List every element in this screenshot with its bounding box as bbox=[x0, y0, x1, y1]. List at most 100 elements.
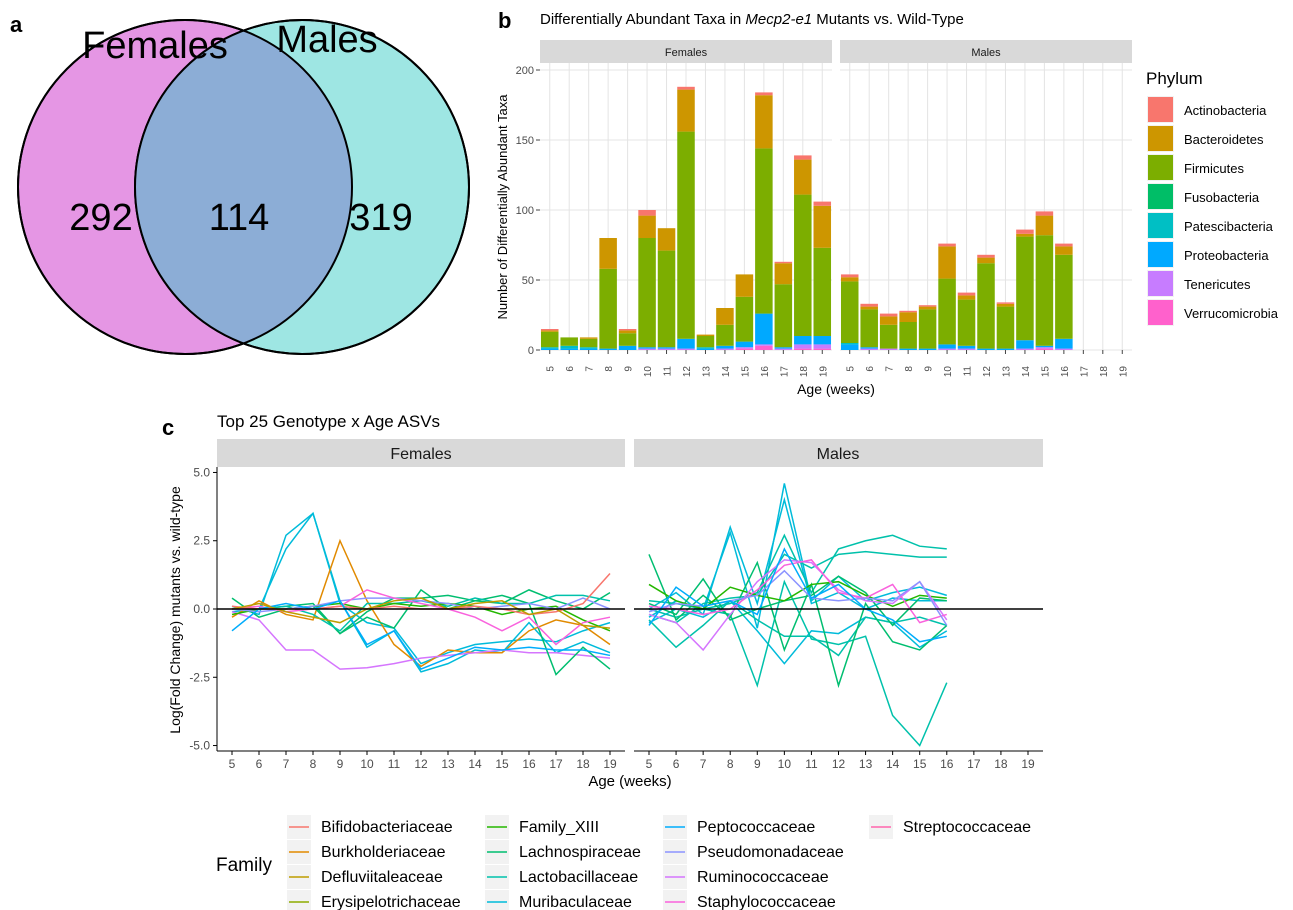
panel-b: b Differentially Abundant Taxa in Mecp2-… bbox=[495, 8, 1279, 397]
bar-segment-actinobacteria bbox=[618, 329, 637, 331]
x-tick-label: 19 bbox=[603, 757, 617, 771]
legend-label-erysipelotrichaceae: Erysipelotrichaceae bbox=[321, 894, 461, 910]
x-tick-label: 9 bbox=[624, 366, 635, 372]
bar-segment-firmicutes bbox=[813, 247, 832, 336]
x-tick-label: 12 bbox=[982, 366, 993, 378]
bar-segment-proteobacteria bbox=[840, 344, 859, 350]
bar-segment-tenericutes bbox=[755, 344, 773, 346]
venn-females-label: Females bbox=[82, 25, 228, 67]
bar-segment-proteobacteria bbox=[1055, 338, 1073, 349]
bar-segment-actinobacteria bbox=[774, 261, 793, 264]
bar-segment-tenericutes bbox=[957, 348, 976, 350]
x-tick-label: 13 bbox=[859, 757, 873, 771]
bar-segment-firmicutes bbox=[938, 278, 956, 345]
bar-segment-tenericutes bbox=[716, 348, 734, 350]
facet-strip-females-b bbox=[540, 40, 832, 63]
legend-label-tenericutes: Tenericutes bbox=[1184, 277, 1251, 292]
bar-segment-firmicutes bbox=[977, 263, 995, 349]
bar-segment-firmicutes bbox=[957, 299, 976, 346]
panel-c-plot-area: 5 6 7 8 9 10 11 12 13 14 15 16 17 18 19 -5.0 -2.5 0.0 2.5 5… bbox=[189, 465, 1043, 771]
legend-swatch-verrucomicrobia bbox=[1148, 300, 1173, 325]
series-line-pseudomonadaceae bbox=[648, 569, 948, 626]
bar-segment-actinobacteria bbox=[879, 313, 898, 317]
x-tick-label: 16 bbox=[522, 757, 536, 771]
legend-swatch-firmicutes bbox=[1148, 155, 1173, 180]
bar-segment-proteobacteria bbox=[696, 348, 715, 350]
bar-segment-bacteroidetes bbox=[696, 334, 715, 336]
bar-segment-proteobacteria bbox=[794, 336, 812, 345]
venn-overlap-count: 114 bbox=[209, 197, 270, 239]
y-tick-label: -2.5 bbox=[189, 670, 210, 684]
facet-label-males-b: Males bbox=[971, 47, 1001, 59]
panel-a: a Females Males 292 114 319 bbox=[10, 12, 470, 355]
x-tick-label: 12 bbox=[414, 757, 428, 771]
bar-segment-proteobacteria bbox=[1016, 340, 1034, 349]
legend-label-peptococcaceae: Peptococcaceae bbox=[697, 819, 815, 836]
bar-segment-patescibacteria bbox=[696, 347, 715, 349]
bar-segment-actinobacteria bbox=[638, 210, 656, 216]
bar-segment-firmicutes bbox=[1035, 235, 1054, 346]
x-tick-label: 16 bbox=[1060, 366, 1071, 378]
bar-segment-patescibacteria bbox=[540, 347, 559, 349]
x-tick-label: 16 bbox=[940, 757, 954, 771]
legend-label-verrucomicrobia: Verrucomicrobia bbox=[1184, 306, 1279, 321]
bar-segment-firmicutes bbox=[657, 250, 676, 348]
bar-segment-bacteroidetes bbox=[813, 205, 832, 248]
bar-segment-actinobacteria bbox=[1016, 229, 1034, 234]
bar-segment-tenericutes bbox=[1055, 348, 1073, 350]
x-tick-label: 14 bbox=[886, 757, 900, 771]
bar-segment-bacteroidetes bbox=[794, 159, 812, 195]
venn-overlap bbox=[135, 20, 352, 354]
bar-segment-actinobacteria bbox=[860, 303, 878, 307]
series-line-staphylococcaceae bbox=[231, 589, 611, 646]
x-tick-label: 19 bbox=[1118, 366, 1129, 378]
panel-b-title: Differentially Abundant Taxa in Mecp2-e1… bbox=[540, 11, 964, 28]
bar-segment-firmicutes bbox=[677, 131, 695, 339]
venn-females-only-count: 292 bbox=[69, 197, 132, 239]
bar-segment-firmicutes bbox=[618, 333, 637, 346]
panel-c-y-axis-label: Log(Fold Change) mutants vs. wild-type bbox=[167, 486, 183, 734]
bar-segment-firmicutes bbox=[696, 336, 715, 348]
x-tick-label: 8 bbox=[904, 366, 915, 372]
panel-b-y-axis-label: Number of Differentially Abundant Taxa bbox=[495, 94, 510, 320]
panel-c-x-axis-label: Age (weeks) bbox=[588, 773, 671, 790]
bar-segment-verrucomicrobia bbox=[794, 348, 812, 350]
bar-segment-proteobacteria bbox=[638, 347, 656, 349]
bar-segment-bacteroidetes bbox=[938, 246, 956, 279]
x-tick-label: 11 bbox=[963, 366, 974, 377]
bar-segment-bacteroidetes bbox=[735, 274, 754, 297]
bar-segment-tenericutes bbox=[735, 347, 754, 349]
bar-segment-tenericutes bbox=[774, 348, 793, 350]
legend-swatch-proteobacteria bbox=[1148, 242, 1173, 267]
panel-b-x-axis-label: Age (weeks) bbox=[797, 381, 875, 397]
legend-label-ruminococcaceae: Ruminococcaceae bbox=[697, 869, 829, 886]
series-line-pseudomonadaceae bbox=[231, 597, 611, 613]
x-tick-label: 5 bbox=[646, 757, 653, 771]
facet-strip-males-c bbox=[634, 439, 1043, 467]
x-tick-label: 11 bbox=[805, 757, 818, 771]
x-tick-label: 17 bbox=[1079, 366, 1090, 378]
legend-label-family_xiii: Family_XIII bbox=[519, 819, 599, 836]
bar-segment-proteobacteria bbox=[716, 345, 734, 349]
bar-segment-bacteroidetes bbox=[957, 295, 976, 300]
panel-c-legend-title: Family bbox=[216, 855, 272, 876]
bar-segment-bacteroidetes bbox=[716, 308, 734, 325]
x-tick-label: 14 bbox=[721, 366, 732, 378]
bar-segment-tenericutes bbox=[794, 344, 812, 349]
x-tick-label: 12 bbox=[832, 757, 846, 771]
bar-segment-firmicutes bbox=[716, 324, 734, 346]
y-tick-label: 50 bbox=[522, 275, 534, 287]
bar-segment-bacteroidetes bbox=[599, 238, 617, 269]
x-tick-label: 6 bbox=[673, 757, 680, 771]
legend-label-proteobacteria: Proteobacteria bbox=[1184, 248, 1269, 263]
bar-segment-actinobacteria bbox=[840, 274, 859, 278]
bar-segment-firmicutes bbox=[735, 296, 754, 342]
bar-segment-firmicutes bbox=[599, 268, 617, 349]
bar-segment-proteobacteria bbox=[813, 336, 832, 345]
legend-swatch-tenericutes bbox=[1148, 271, 1173, 296]
bar-segment-actinobacteria bbox=[918, 305, 937, 307]
bar-segment-firmicutes bbox=[899, 322, 917, 349]
x-tick-label: 17 bbox=[967, 757, 981, 771]
legend-label-patescibacteria: Patescibacteria bbox=[1184, 219, 1274, 234]
bar-segment-bacteroidetes bbox=[977, 257, 995, 264]
